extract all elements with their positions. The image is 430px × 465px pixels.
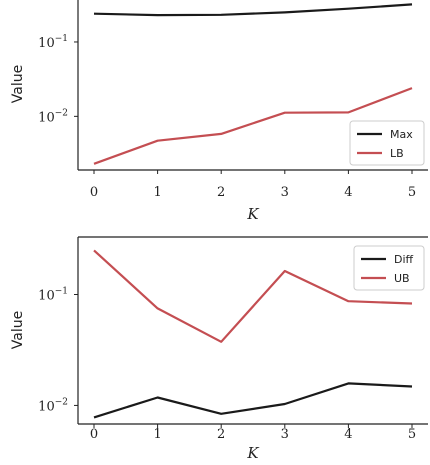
legend-label-ub: UB: [394, 272, 410, 285]
y-tick-label: 10−2: [38, 108, 68, 125]
x-tick-label: 4: [344, 185, 352, 200]
series-line-max: [93, 3, 413, 17]
legend-label-lb: LB: [390, 147, 404, 160]
legend: Max LB: [349, 120, 425, 166]
y-tick-label: 10−1: [38, 34, 68, 51]
chart-2: 0 1 2 3 4 5 10−1 10−2 K Value Diff UB: [10, 236, 428, 462]
x-tick-label: 5: [408, 185, 416, 200]
x-tick-label: 3: [281, 185, 289, 200]
series-line-ub: [93, 249, 413, 343]
x-tick-label: 1: [153, 185, 161, 200]
legend-box: [349, 120, 425, 166]
x-axis-label: K: [246, 205, 259, 223]
y-tick-label: 10−2: [38, 397, 68, 414]
x-tick-label: 1: [153, 427, 161, 442]
x-axis-label: K: [246, 444, 259, 462]
y-axis-label: Value: [10, 311, 26, 349]
x-tick-label: 2: [217, 185, 225, 200]
legend-label-max: Max: [390, 128, 413, 141]
y-tick-label: 10−1: [38, 287, 68, 304]
x-tick-label: 0: [90, 185, 98, 200]
x-tick-label: 5: [408, 427, 416, 442]
x-tick-label: 0: [90, 427, 98, 442]
y-axis-label: Value: [10, 65, 26, 103]
legend-box: [353, 245, 425, 291]
legend: Diff UB: [353, 245, 425, 291]
series-line-diff: [93, 382, 413, 419]
x-tick-label: 2: [217, 427, 225, 442]
chart-1: 0 1 2 3 4 5 10−1 10−2 K Value Max LB: [10, 0, 428, 223]
x-tick-label: 4: [344, 427, 352, 442]
x-tick-label: 3: [281, 427, 289, 442]
legend-label-diff: Diff: [394, 253, 414, 266]
series-line-lb: [93, 87, 413, 165]
